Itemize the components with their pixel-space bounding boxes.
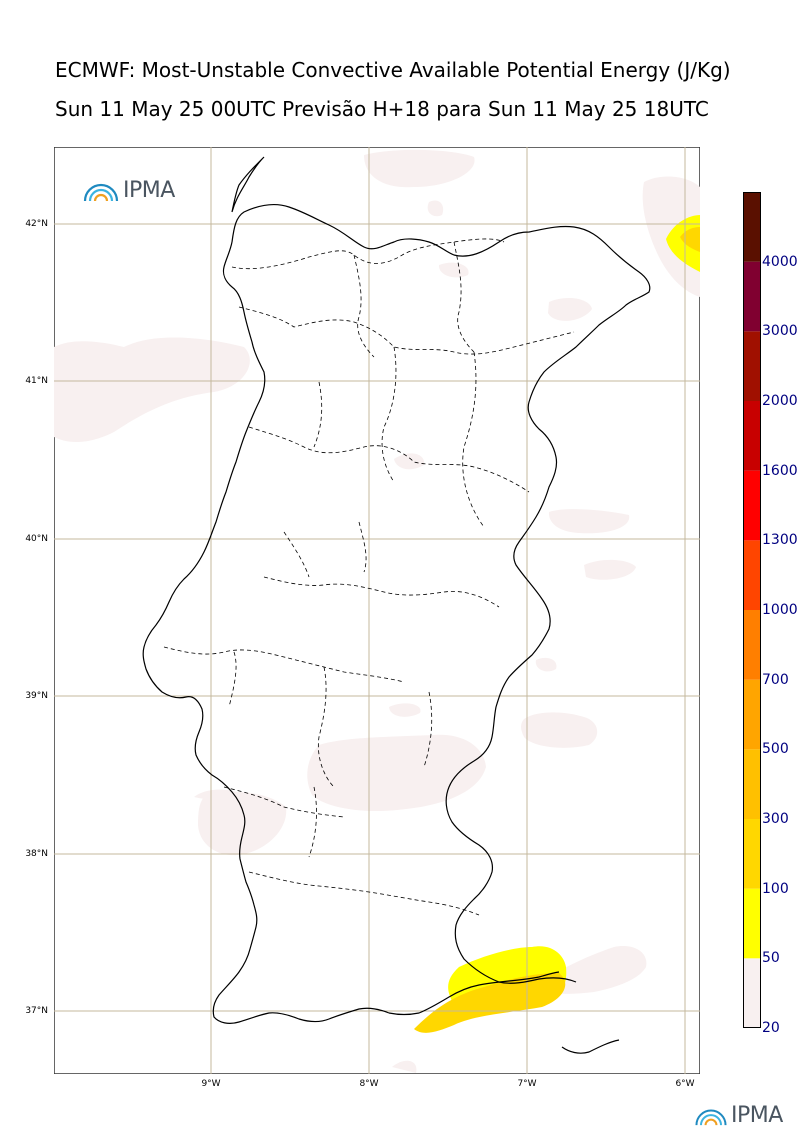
colorbar-segment (743, 958, 761, 1028)
colorbar-tick-label: 50 (762, 950, 780, 967)
map-graticule (54, 147, 700, 1074)
colorbar-segment (743, 401, 761, 471)
ipma-logo-map: IPMA (82, 178, 175, 203)
ipma-logo-footer: IPMA (693, 1103, 783, 1128)
rainbow-icon (695, 1109, 727, 1125)
rainbow-icon (83, 183, 119, 201)
lat-label-38: 38°N (25, 849, 48, 859)
map-panel (54, 147, 700, 1074)
colorbar-segment (743, 192, 761, 262)
colorbar-segment (743, 888, 761, 959)
lat-label-37: 37°N (25, 1006, 48, 1016)
district-borders (163, 238, 575, 916)
colorbar-segment (743, 261, 761, 332)
lon-label-8w: 8°W (359, 1079, 379, 1089)
forecast-subtitle: Sun 11 May 25 00UTC Previsão H+18 para S… (55, 97, 709, 121)
logo-text: IPMA (123, 178, 175, 203)
colorbar-tick-label: 20 (762, 1020, 780, 1036)
lat-label-39: 39°N (25, 691, 48, 701)
chart-title: ECMWF: Most-Unstable Convective Availabl… (55, 58, 731, 82)
lon-label-7w: 7°W (517, 1079, 537, 1089)
colorbar-segment (743, 331, 761, 401)
colorbar-segment (743, 540, 761, 610)
colorbar-segment (743, 679, 761, 750)
portugal-coastline (142, 156, 651, 1054)
colorbar-tick-label: 3000 (762, 323, 798, 340)
colorbar-segment (743, 610, 761, 680)
colorbar-segment (743, 749, 761, 819)
colorbar-tick-label: 4000 (762, 253, 798, 270)
colorbar-tick-label: 1300 (762, 532, 798, 549)
colorbar-tick-label: 1000 (762, 602, 798, 618)
lon-label-9w: 9°W (201, 1079, 221, 1089)
colorbar-tick-label: 100 (762, 880, 789, 897)
lon-label-6w: 6°W (675, 1079, 695, 1089)
lat-label-41: 41°N (25, 376, 48, 386)
cape-colorbar (743, 192, 761, 1028)
colorbar-segment (743, 470, 761, 541)
lat-label-40: 40°N (25, 534, 48, 544)
colorbar-tick-label: 300 (762, 811, 789, 827)
lat-label-42: 42°N (25, 219, 48, 229)
colorbar-tick-label: 700 (762, 671, 789, 688)
colorbar-tick-label: 2000 (762, 393, 798, 409)
map-canvas (54, 147, 700, 1074)
colorbar-tick-label: 500 (762, 741, 789, 758)
logo-text: IPMA (731, 1103, 783, 1128)
colorbar-tick-label: 1600 (762, 462, 798, 479)
colorbar-segment (743, 819, 761, 889)
